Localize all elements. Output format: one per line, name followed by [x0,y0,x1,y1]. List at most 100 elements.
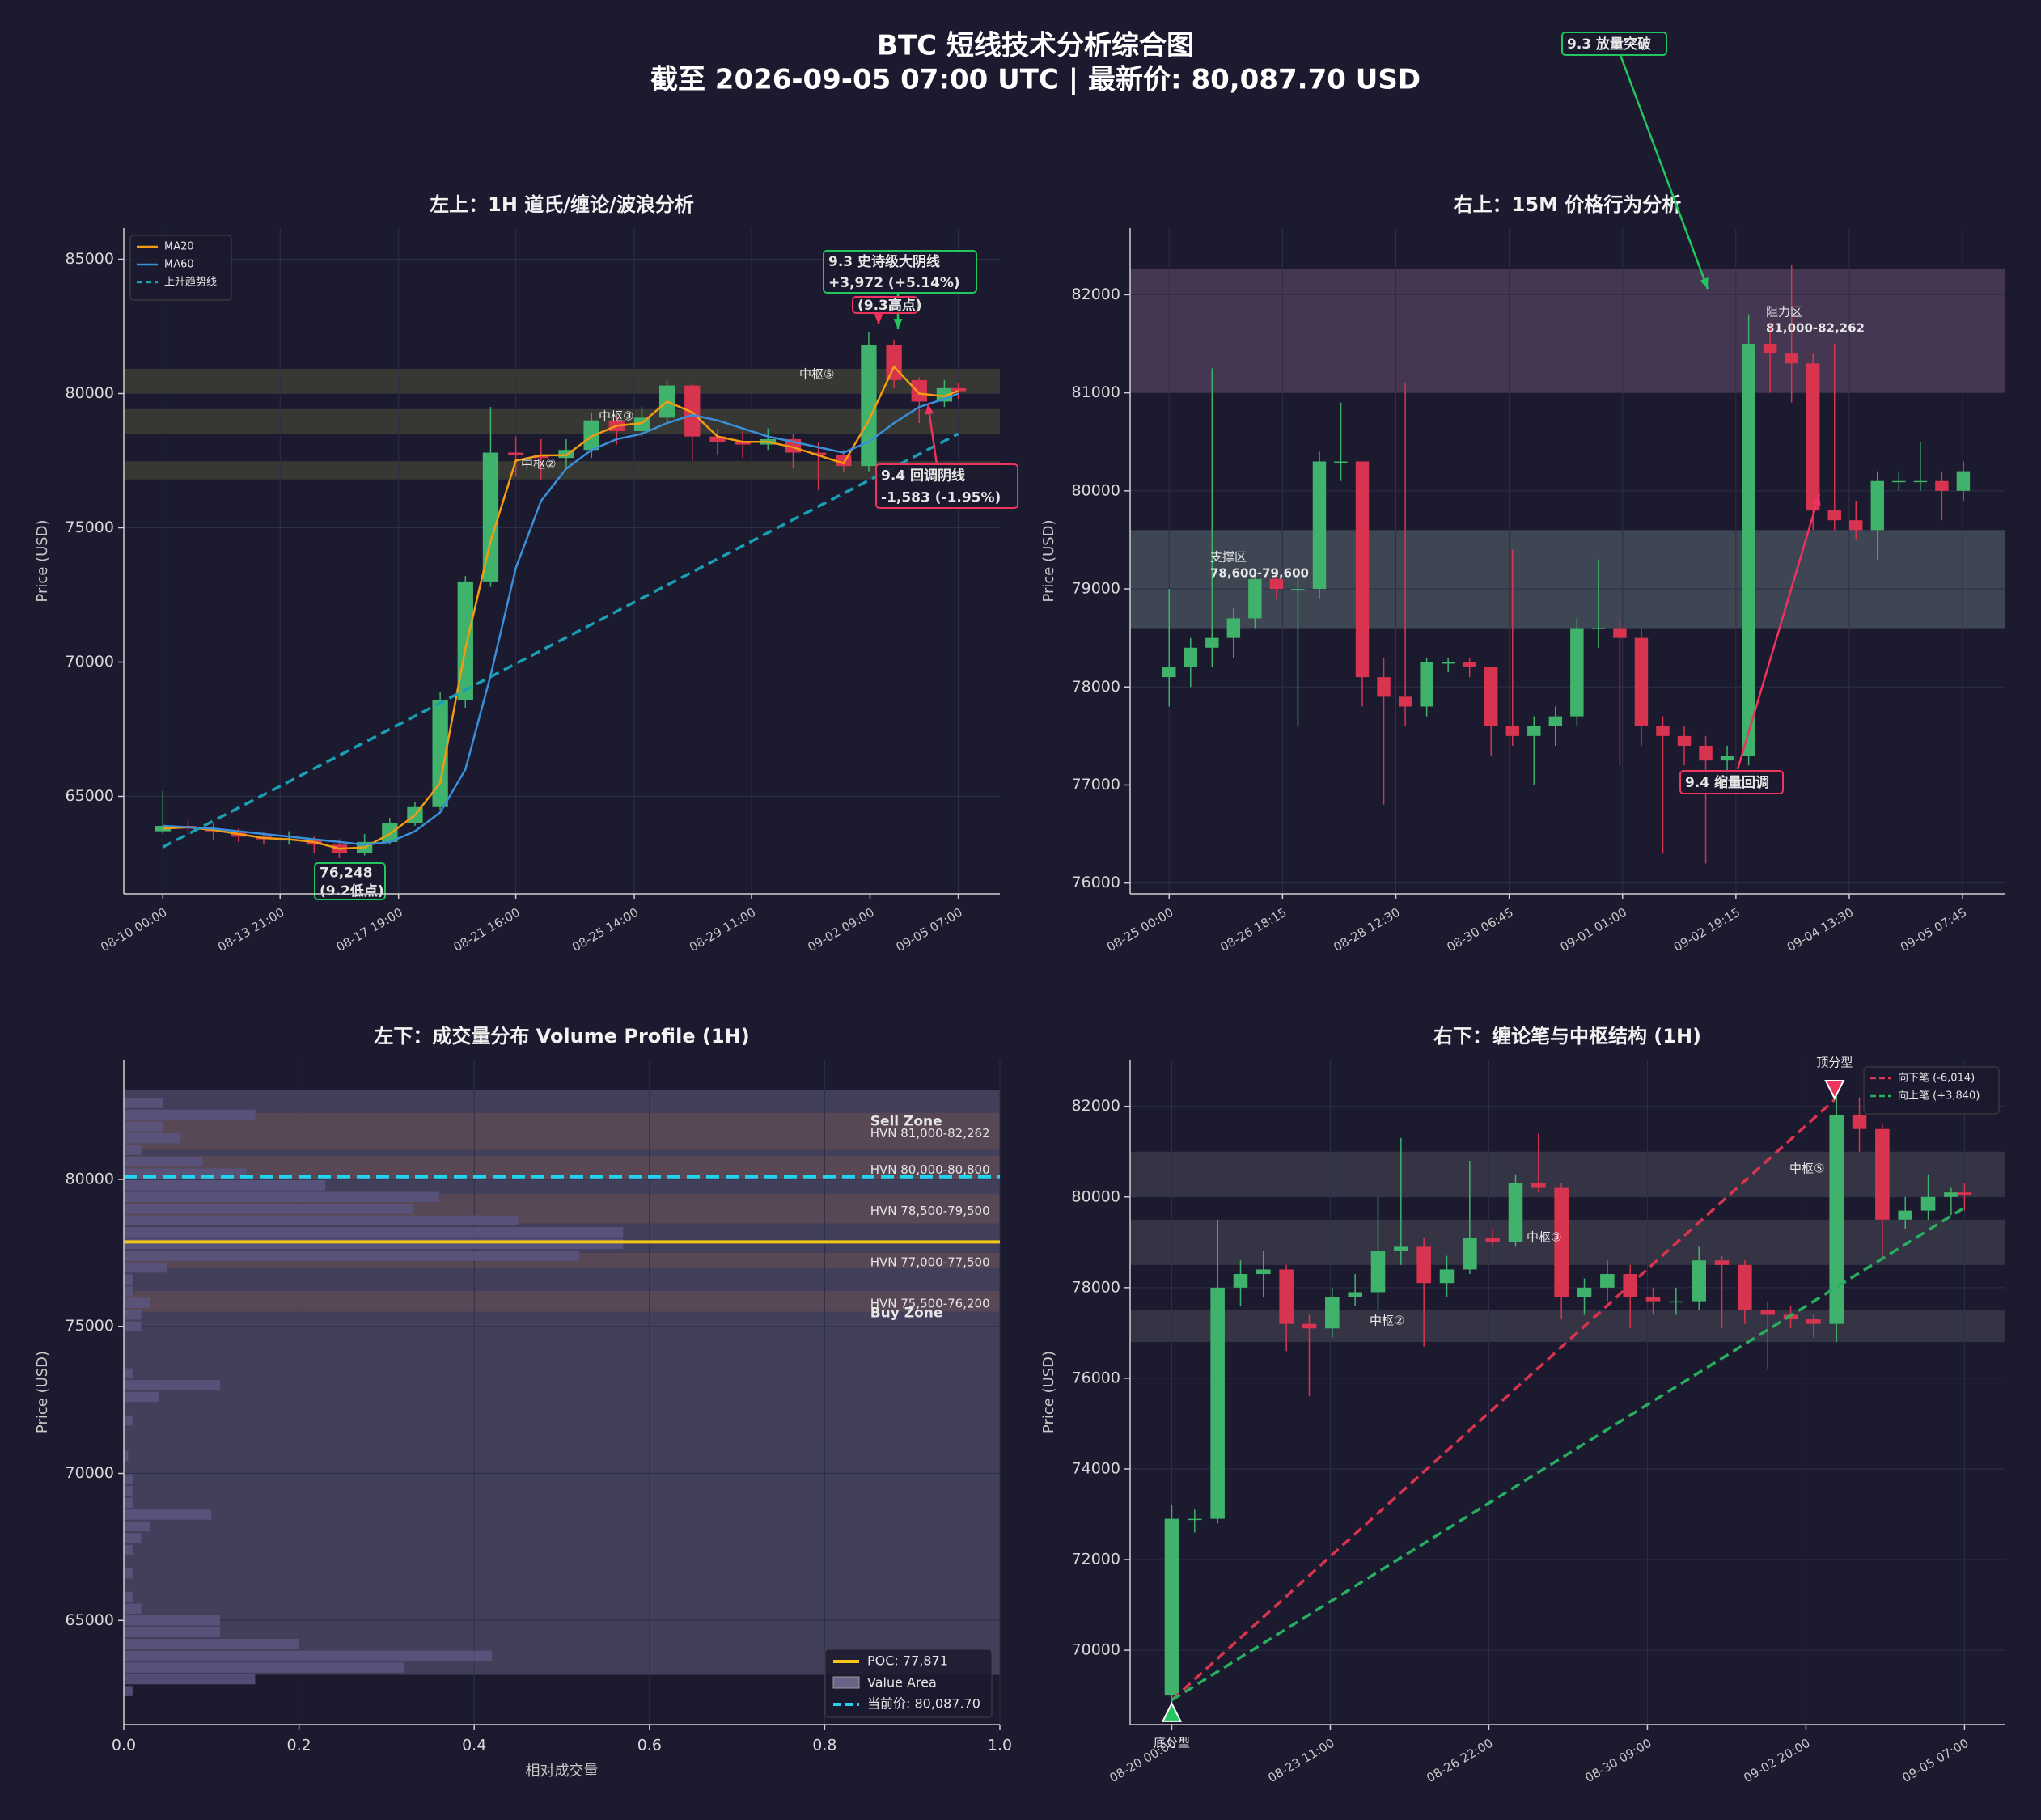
candle-body [507,452,524,455]
candle-body [1957,1192,1972,1195]
candle-body [1785,353,1798,364]
arrow-head [893,319,903,329]
candle-body [1870,480,1885,531]
candle-body [1398,696,1412,707]
volume-bar [124,1639,299,1649]
candle-body [1720,756,1734,761]
candle-body [1554,1187,1569,1297]
x-tick-label: 1.0 [988,1737,1012,1754]
zone-label: 中枢③ [599,409,633,424]
legend-label: 向上笔 (+3,840) [1898,1090,1980,1103]
legend-box [824,1649,993,1718]
hvn-label: HVN 77,000-77,500 [870,1255,990,1269]
zone-label: Buy Zone [870,1306,943,1322]
legend-label: 上升趋势线 [164,276,217,289]
y-tick-label: 65000 [66,1611,114,1629]
y-tick-label: 74000 [1072,1459,1120,1477]
x-tick-label: 0.8 [812,1737,836,1754]
volume-bar [124,1274,133,1285]
candle-body [1738,1264,1752,1310]
annotation-text: (9.2低点) [320,882,384,899]
candle-body [1291,589,1305,590]
candle-body [1898,1210,1912,1220]
y-tick-label: 79000 [1072,580,1120,598]
candle-body [1508,1183,1523,1242]
hvn-label: HVN 78,500-79,500 [870,1204,990,1218]
candle-body [1829,1115,1844,1324]
candle-body [1355,461,1370,678]
annotation-arrow [1736,493,1821,770]
volume-bar [124,1521,150,1532]
legend-box [129,235,232,301]
y-tick-label: 76000 [1072,1369,1120,1386]
y-axis-label: Price (USD) [34,1351,51,1433]
annotation-text: 9.3 史诗级大阴线 [828,253,940,270]
candle-body [1591,628,1606,630]
volume-bar [124,1297,150,1308]
candle-body [1944,1192,1958,1197]
volume-bar [124,1415,133,1426]
x-tick-label: 0.6 [637,1737,662,1754]
candle-body [1279,1269,1294,1324]
annotation-text: +3,972 (+5.14%) [828,275,960,291]
volume-bar [124,1204,413,1214]
x-tick-label: 0.4 [462,1737,486,1754]
annotation-box [1679,770,1784,794]
candle-body [1692,1260,1706,1302]
zone-label: 中枢⑤ [799,367,834,382]
zone-label: 中枢⑤ [1789,1162,1824,1176]
candle-body [533,455,549,459]
fractal-marker [1824,1079,1845,1101]
y-tick-label: 82000 [1072,286,1120,303]
candle-body [1852,1115,1867,1129]
annotation-text: 9.4 缩量回调 [1685,774,1769,791]
candle-body [1505,726,1519,736]
candle-body [1226,618,1241,638]
panel-title: 右上：15M 价格行为分析 [1454,193,1682,216]
arrow-head [925,404,934,415]
volume-bar [124,1227,624,1238]
candle-body [861,345,877,467]
volume-bar [124,1145,142,1155]
zone-label: 阻力区 [1766,305,1802,320]
candle-body [810,452,827,455]
candle-body [1334,461,1348,463]
candle-body [1256,1269,1271,1275]
series-line [1171,1207,1963,1702]
hvn-band [124,1112,1000,1150]
volume-bar [124,1191,439,1203]
volume-bar [124,1251,580,1261]
x-tick-label: 0.0 [112,1737,136,1754]
legend-label: 当前价: 80,087.70 [867,1696,980,1712]
candle-body [735,442,751,445]
y-tick-label: 78000 [1072,678,1120,696]
candle-body [1370,1251,1386,1293]
hvn-band [124,1291,1000,1312]
hvn-label: HVN 80,000-80,800 [870,1162,990,1177]
annotation-box [1561,32,1667,56]
panel-title: 左上：1H 道氏/缠论/波浪分析 [430,193,694,216]
candle-body [1677,735,1692,746]
candle-body [1849,520,1863,531]
zone [124,408,1000,434]
y-tick-label: 75000 [66,1317,114,1335]
volume-bar [124,1533,142,1543]
candle-body [1913,480,1928,483]
y-tick-label: 78000 [1072,1278,1120,1296]
y-tick-label: 76000 [1072,874,1120,891]
volume-bar [124,1650,492,1661]
hvn-label: HVN 81,000-82,262 [870,1126,990,1141]
candle-body [1164,1518,1179,1696]
annotation-text: -1,583 (-1.95%) [881,490,1001,506]
y-tick-label: 80000 [66,384,114,402]
volume-bar [124,1509,212,1520]
series-line [163,392,959,846]
main-subtitle: 截至 2026-09-05 07:00 UTC | 最新价: 80,087.70… [650,64,1421,96]
annotation-box [852,296,918,314]
volume-bar [124,1486,133,1496]
panel-title: 左下：成交量分布 Volume Profile (1H) [374,1025,749,1048]
candle-body [1484,667,1498,726]
x-axis-label: 相对成交量 [526,1763,599,1780]
hvn-label: HVN 75,500-76,200 [870,1296,990,1310]
candle-body [583,420,599,451]
